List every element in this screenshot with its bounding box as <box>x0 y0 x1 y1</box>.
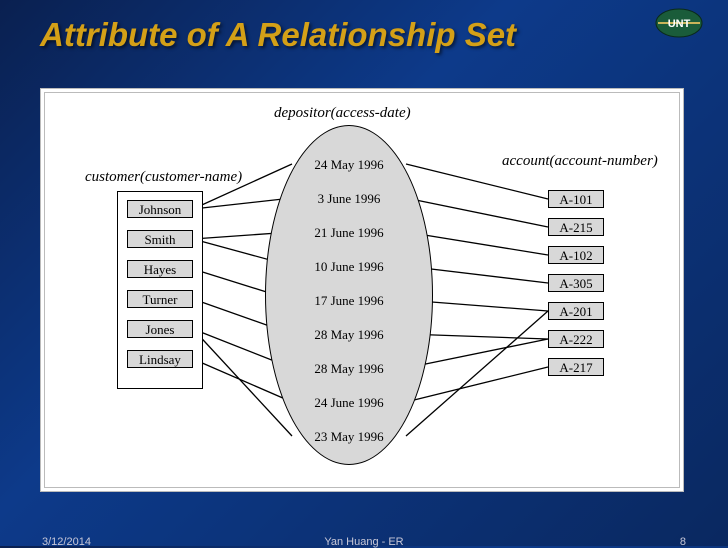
diagram-canvas: customer(customer-name) depositor(access… <box>40 88 684 492</box>
access-date: 28 May 1996 <box>294 361 404 377</box>
access-date: 28 May 1996 <box>294 327 404 343</box>
account-box: A-222 <box>548 330 604 348</box>
customer-box: Jones <box>127 320 193 338</box>
slide-title: Attribute of A Relationship Set <box>40 16 668 54</box>
footer-page: 8 <box>680 536 686 548</box>
access-date: 3 June 1996 <box>294 191 404 207</box>
access-date: 24 June 1996 <box>294 395 404 411</box>
unt-logo: UNT <box>652 4 706 42</box>
footer-author: Yan Huang - ER <box>0 536 728 548</box>
svg-text:UNT: UNT <box>668 18 691 30</box>
customer-box: Lindsay <box>127 350 193 368</box>
access-date: 10 June 1996 <box>294 259 404 275</box>
account-box: A-305 <box>548 274 604 292</box>
access-date: 24 May 1996 <box>294 157 404 173</box>
account-box: A-102 <box>548 246 604 264</box>
customer-box: Hayes <box>127 260 193 278</box>
account-box: A-201 <box>548 302 604 320</box>
account-box: A-217 <box>548 358 604 376</box>
customer-box: Johnson <box>127 200 193 218</box>
customer-box: Smith <box>127 230 193 248</box>
account-box: A-101 <box>548 190 604 208</box>
customer-box: Turner <box>127 290 193 308</box>
access-date: 23 May 1996 <box>294 429 404 445</box>
account-box: A-215 <box>548 218 604 236</box>
access-date: 21 June 1996 <box>294 225 404 241</box>
access-date: 17 June 1996 <box>294 293 404 309</box>
